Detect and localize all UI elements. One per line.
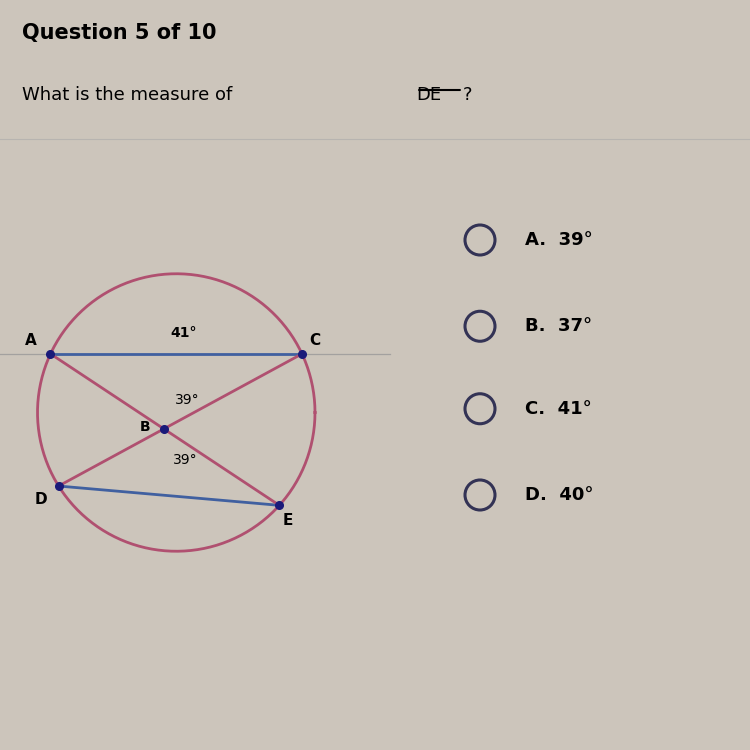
Text: 39°: 39° [172, 454, 197, 467]
Text: C: C [310, 333, 321, 348]
Text: Question 5 of 10: Question 5 of 10 [22, 22, 217, 43]
Text: B: B [140, 421, 150, 434]
Text: D: D [34, 492, 47, 507]
Text: 39°: 39° [175, 394, 200, 407]
Text: D.  40°: D. 40° [525, 486, 593, 504]
Text: E: E [283, 513, 293, 528]
Text: B.  37°: B. 37° [525, 317, 592, 335]
Text: ?: ? [463, 86, 472, 104]
Text: A.  39°: A. 39° [525, 231, 592, 249]
Text: C.  41°: C. 41° [525, 400, 592, 418]
Text: What is the measure of: What is the measure of [22, 86, 239, 104]
Text: A: A [26, 333, 37, 348]
Text: DE: DE [416, 86, 441, 104]
Text: 41°: 41° [170, 326, 197, 340]
